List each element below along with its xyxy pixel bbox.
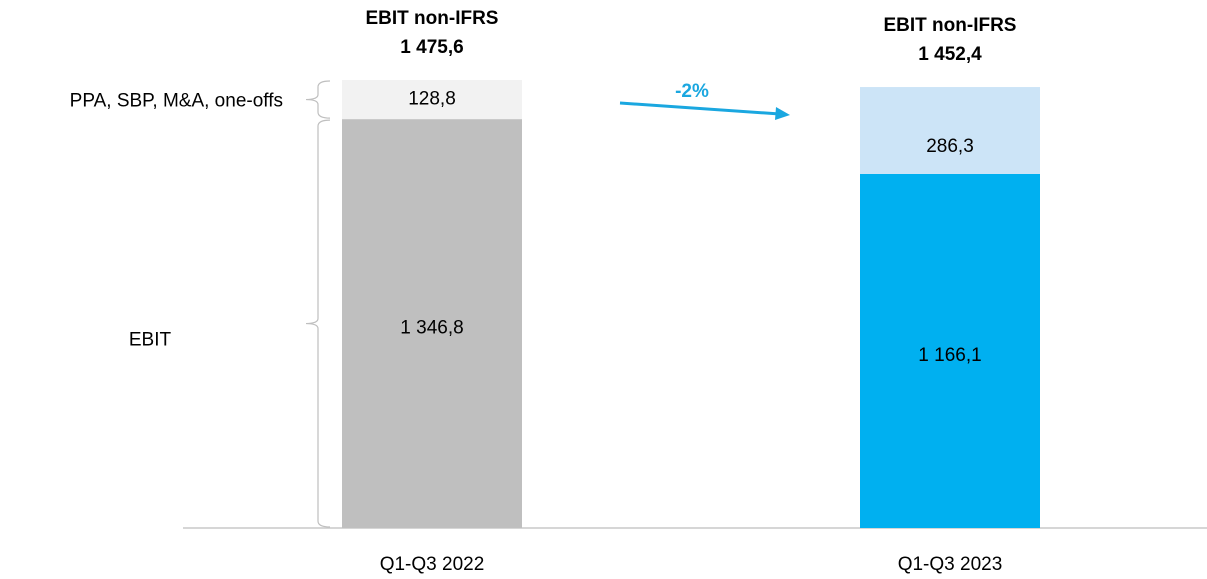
value-label: 286,3 — [926, 136, 974, 157]
value-label: 1 346,8 — [400, 318, 463, 339]
total-label: 1 475,6 — [400, 37, 463, 58]
brace — [305, 119, 331, 528]
total-label: 1 452,4 — [918, 44, 982, 65]
brace — [305, 80, 331, 119]
arrow — [619, 101, 781, 116]
bar-segment — [860, 173, 1040, 528]
total-title: EBIT non-IFRS — [366, 8, 499, 29]
value-label: 1 166,1 — [918, 345, 981, 366]
legend-label: EBIT — [129, 330, 172, 351]
arrow-head — [775, 107, 790, 120]
total-title: EBIT non-IFRS — [884, 15, 1017, 36]
value-label: 128,8 — [408, 89, 456, 110]
bar-segment — [342, 80, 522, 120]
change-annotation: -2% — [619, 81, 790, 120]
bar-segment — [860, 87, 1040, 174]
x-tick-label: Q1-Q3 2022 — [380, 554, 485, 575]
annotation: -2% — [675, 81, 709, 102]
legend-label: PPA, SBP, M&A, one-offs — [70, 91, 283, 112]
bar-segment — [342, 119, 522, 529]
x-tick-label: Q1-Q3 2023 — [898, 554, 1003, 575]
